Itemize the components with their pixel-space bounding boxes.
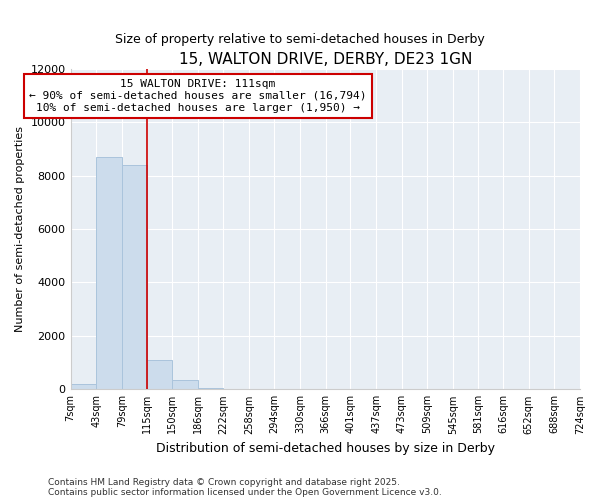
Text: Size of property relative to semi-detached houses in Derby: Size of property relative to semi-detach… — [115, 32, 485, 46]
Bar — [96, 157, 122, 390]
Bar — [147, 360, 172, 390]
Bar — [122, 165, 147, 390]
Bar — [198, 388, 223, 390]
Y-axis label: Number of semi-detached properties: Number of semi-detached properties — [15, 126, 25, 332]
Text: 15 WALTON DRIVE: 111sqm
← 90% of semi-detached houses are smaller (16,794)
10% o: 15 WALTON DRIVE: 111sqm ← 90% of semi-de… — [29, 80, 367, 112]
Text: Contains HM Land Registry data © Crown copyright and database right 2025.
Contai: Contains HM Land Registry data © Crown c… — [48, 478, 442, 497]
Title: 15, WALTON DRIVE, DERBY, DE23 1GN: 15, WALTON DRIVE, DERBY, DE23 1GN — [179, 52, 472, 68]
X-axis label: Distribution of semi-detached houses by size in Derby: Distribution of semi-detached houses by … — [156, 442, 495, 455]
Bar — [71, 384, 96, 390]
Bar — [172, 380, 198, 390]
